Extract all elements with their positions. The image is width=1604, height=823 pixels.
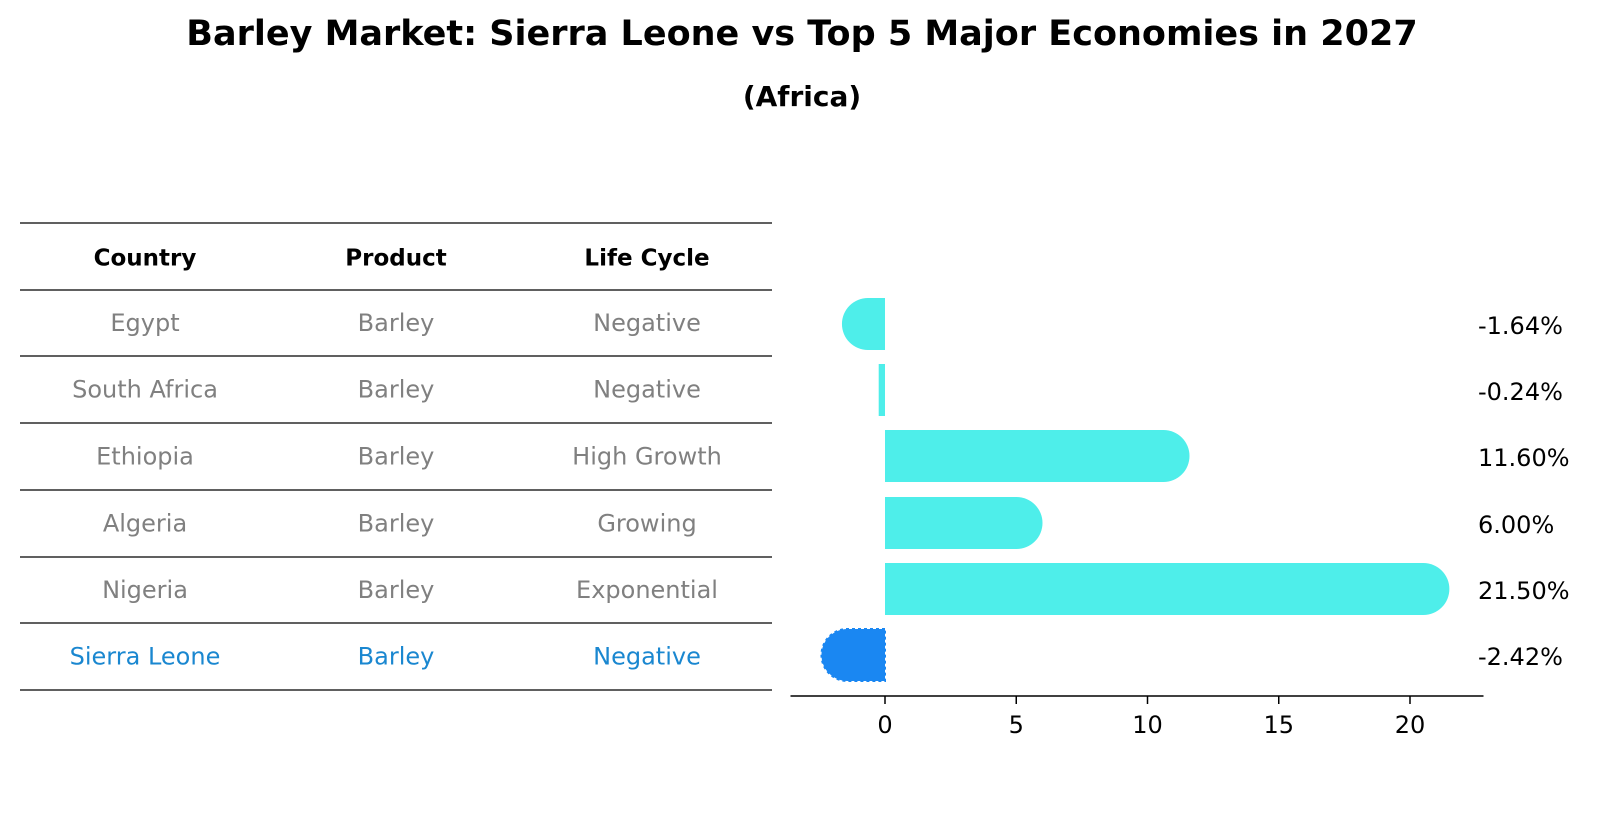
chart-title: Barley Market: Sierra Leone vs Top 5 Maj… <box>186 14 1418 54</box>
table-header-cell: Product <box>345 246 446 272</box>
table-cell-country: Egypt <box>110 309 179 337</box>
table-cell-country: Sierra Leone <box>70 643 221 671</box>
table-cell-product: Barley <box>358 309 435 337</box>
table-cell-country: Ethiopia <box>96 443 194 471</box>
table-cell-country: Nigeria <box>102 576 188 604</box>
table-cell-product: Barley <box>358 376 435 404</box>
bar-value-label: -2.42% <box>1478 643 1563 671</box>
table-cell-country: Algeria <box>103 510 187 538</box>
bar-nigeria <box>885 563 1450 615</box>
table-cell-life-cycle: Negative <box>593 376 701 404</box>
x-tick-label: 20 <box>1395 711 1426 739</box>
table-cell-product: Barley <box>358 443 435 471</box>
x-tick-label: 0 <box>877 711 892 739</box>
bar-sierra-leone <box>820 628 886 682</box>
bar-value-label: -0.24% <box>1478 378 1563 406</box>
bar-value-label: -1.64% <box>1478 312 1563 340</box>
table-cell-life-cycle: Growing <box>597 510 696 538</box>
table-cell-product: Barley <box>358 643 435 671</box>
table-cell-country: South Africa <box>72 376 218 404</box>
x-tick-label: 15 <box>1263 711 1294 739</box>
bar-value-label: 21.50% <box>1478 577 1570 605</box>
bar-value-label: 6.00% <box>1478 511 1554 539</box>
table-cell-life-cycle: High Growth <box>572 443 722 471</box>
bar-egypt <box>841 298 885 350</box>
table-cell-life-cycle: Negative <box>593 309 701 337</box>
table-cell-product: Barley <box>358 576 435 604</box>
bar-algeria <box>885 497 1043 549</box>
table-header-cell: Country <box>94 246 197 272</box>
table-cell-product: Barley <box>358 510 435 538</box>
chart-subtitle: (Africa) <box>742 80 862 113</box>
bar-ethiopia <box>885 430 1190 482</box>
bar-south-africa <box>878 364 885 416</box>
bar-value-label: 11.60% <box>1478 444 1570 472</box>
table-cell-life-cycle: Exponential <box>576 576 718 604</box>
table-cell-life-cycle: Negative <box>593 643 701 671</box>
table-header-cell: Life Cycle <box>584 246 709 272</box>
x-tick-label: 5 <box>1009 711 1024 739</box>
x-tick-label: 10 <box>1132 711 1163 739</box>
